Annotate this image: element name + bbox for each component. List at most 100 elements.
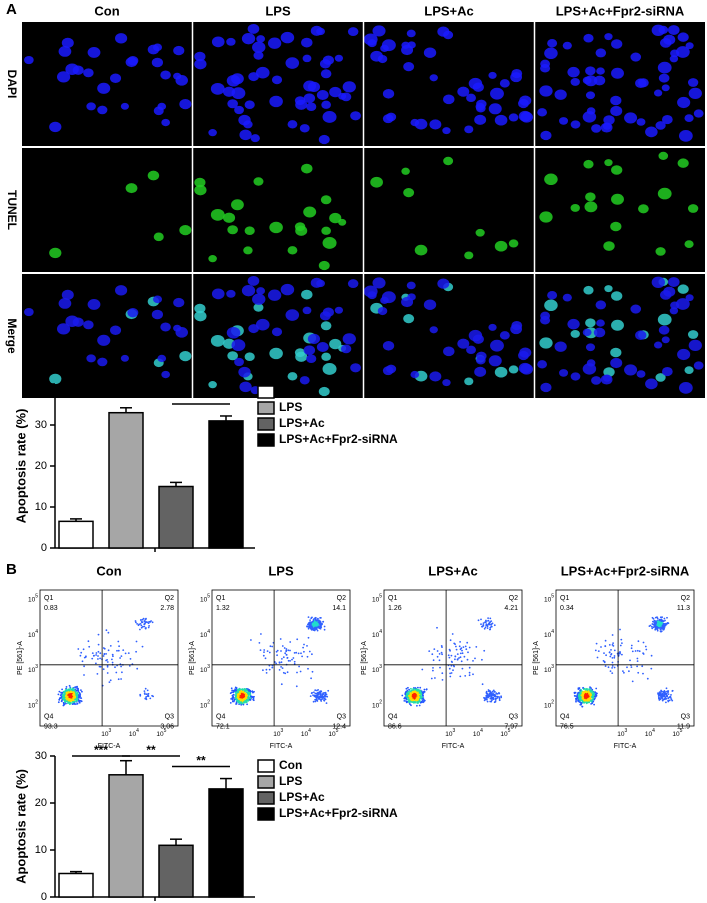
- event-dot: [63, 699, 65, 701]
- event-dot: [638, 640, 640, 642]
- event-dot: [270, 645, 272, 647]
- nucleus: [571, 372, 581, 380]
- event-dot: [139, 695, 141, 697]
- nucleus: [285, 309, 299, 321]
- event-dot: [406, 695, 408, 697]
- bar: [59, 521, 93, 548]
- event-dot: [406, 701, 408, 703]
- event-dot: [110, 679, 112, 681]
- nucleus: [348, 279, 358, 288]
- nucleus: [245, 352, 255, 361]
- event-dot: [136, 668, 138, 670]
- nucleus: [584, 201, 597, 212]
- event-dot: [313, 701, 315, 703]
- event-dot: [460, 653, 462, 655]
- event-dot: [459, 645, 461, 647]
- nucleus: [567, 319, 579, 329]
- tick-label: 103: [28, 665, 38, 674]
- nucleus: [83, 68, 94, 77]
- tick-exponent: 5: [164, 728, 167, 734]
- event-dot: [318, 698, 320, 700]
- legend-label: LPS+Ac: [279, 416, 325, 430]
- nucleus: [383, 341, 394, 351]
- nucleus: [610, 222, 621, 232]
- event-dot: [581, 702, 583, 704]
- event-dot: [637, 650, 639, 652]
- event-dot: [77, 689, 79, 691]
- nucleus: [86, 354, 96, 362]
- nucleus: [583, 363, 596, 374]
- event-dot: [658, 695, 660, 697]
- tick-label: 103: [200, 665, 210, 674]
- event-dot: [610, 670, 612, 672]
- micrograph: [22, 148, 192, 272]
- nucleus: [285, 57, 299, 69]
- event-dot: [99, 666, 101, 668]
- event-dot: [64, 697, 66, 699]
- event-dot: [310, 695, 312, 697]
- event-dot: [653, 618, 655, 620]
- event-dot: [488, 693, 490, 695]
- event-dot: [112, 655, 114, 657]
- tick-label: 104: [200, 629, 210, 638]
- event-dot: [660, 630, 662, 632]
- nucleus: [443, 346, 454, 356]
- nucleus: [694, 361, 704, 369]
- event-dot: [605, 654, 607, 656]
- event-dot: [651, 626, 653, 628]
- event-dot: [114, 666, 116, 668]
- nucleus: [383, 89, 394, 99]
- event-dot: [418, 701, 420, 703]
- event-dot: [231, 687, 233, 689]
- tick-exponent: 3: [624, 728, 627, 734]
- nucleus: [303, 207, 316, 218]
- event-dot: [480, 623, 482, 625]
- quadrant-value: 14.1: [332, 605, 346, 612]
- event-dot: [494, 695, 496, 697]
- event-dot: [271, 667, 273, 669]
- event-dot: [478, 619, 480, 621]
- event-dot: [320, 626, 322, 628]
- nucleus: [684, 114, 693, 122]
- event-dot: [311, 617, 313, 619]
- nucleus: [268, 290, 281, 301]
- event-dot: [415, 702, 417, 704]
- nucleus: [688, 330, 698, 339]
- nucleus: [232, 339, 246, 351]
- event-dot: [490, 701, 492, 703]
- event-dot: [448, 654, 450, 656]
- event-dot: [575, 701, 577, 703]
- event-dot: [415, 689, 417, 691]
- event-dot: [107, 661, 109, 663]
- event-dot: [236, 703, 238, 705]
- event-dot: [578, 688, 580, 690]
- event-dot: [302, 647, 304, 649]
- event-dot: [437, 650, 439, 652]
- quadrant-name: Q4: [388, 714, 397, 721]
- event-dot: [413, 701, 415, 703]
- event-dot: [620, 639, 622, 641]
- nucleus: [610, 106, 622, 116]
- nucleus: [586, 91, 595, 99]
- event-dot: [453, 666, 455, 668]
- tick-label: 104: [301, 728, 311, 737]
- event-dot: [283, 656, 285, 658]
- nucleus: [457, 87, 469, 97]
- event-dot: [139, 629, 141, 631]
- event-dot: [65, 689, 67, 691]
- event-dot: [449, 657, 451, 659]
- event-dot: [309, 619, 311, 621]
- event-dot: [236, 700, 238, 702]
- nucleus: [49, 122, 61, 132]
- event-dot: [671, 698, 673, 700]
- event-dot: [313, 623, 315, 625]
- event-dot: [492, 623, 494, 625]
- nucleus: [659, 74, 670, 83]
- nucleus: [596, 67, 605, 74]
- event-dot: [250, 639, 252, 641]
- event-dot: [497, 696, 499, 698]
- nucleus: [519, 347, 531, 357]
- nucleus: [272, 76, 282, 85]
- event-dot: [604, 645, 606, 647]
- quadrant-name: Q3: [165, 714, 174, 721]
